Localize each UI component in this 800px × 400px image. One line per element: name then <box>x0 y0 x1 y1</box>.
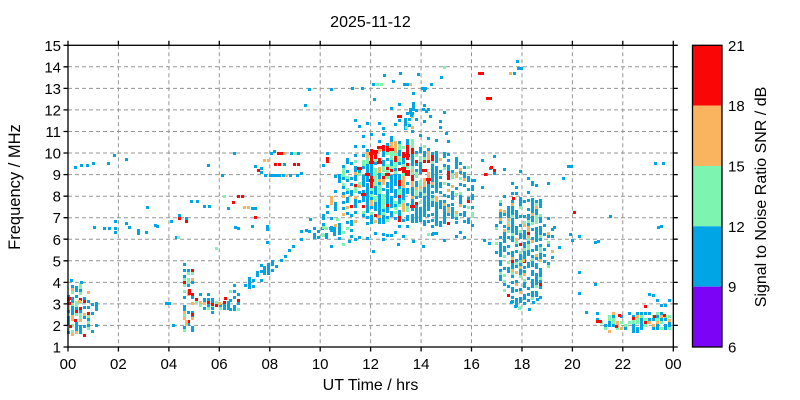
svg-text:20: 20 <box>564 356 581 373</box>
svg-text:6: 6 <box>53 232 61 249</box>
svg-text:00: 00 <box>60 356 77 373</box>
svg-text:06: 06 <box>211 356 228 373</box>
svg-text:6: 6 <box>728 340 736 357</box>
svg-text:15: 15 <box>728 159 745 176</box>
svg-text:10: 10 <box>44 146 61 163</box>
svg-text:8: 8 <box>53 189 61 206</box>
svg-text:15: 15 <box>44 38 61 55</box>
svg-text:2: 2 <box>53 318 61 335</box>
svg-text:2025-11-12: 2025-11-12 <box>330 14 411 31</box>
svg-text:22: 22 <box>614 356 631 373</box>
svg-text:14: 14 <box>413 356 430 373</box>
svg-text:UT Time / hrs: UT Time / hrs <box>323 377 419 394</box>
svg-text:Frequency / MHz: Frequency / MHz <box>6 124 24 250</box>
svg-text:08: 08 <box>261 356 278 373</box>
svg-text:4: 4 <box>53 275 61 292</box>
svg-text:9: 9 <box>53 167 61 184</box>
svg-text:18: 18 <box>514 356 531 373</box>
svg-text:00: 00 <box>665 356 682 373</box>
svg-text:9: 9 <box>728 279 736 296</box>
svg-text:14: 14 <box>44 59 61 76</box>
svg-text:12: 12 <box>362 356 379 373</box>
svg-text:02: 02 <box>110 356 127 373</box>
svg-text:3: 3 <box>53 296 61 313</box>
svg-text:04: 04 <box>161 356 178 373</box>
svg-text:18: 18 <box>728 98 745 115</box>
svg-text:12: 12 <box>728 219 745 236</box>
svg-text:12: 12 <box>44 102 61 119</box>
svg-text:16: 16 <box>463 356 480 373</box>
svg-text:Signal to Noise Ratio SNR / dB: Signal to Noise Ratio SNR / dB <box>753 87 770 308</box>
svg-text:11: 11 <box>45 124 61 141</box>
svg-text:10: 10 <box>312 356 329 373</box>
svg-text:5: 5 <box>53 253 61 270</box>
svg-text:13: 13 <box>44 81 61 98</box>
svg-text:1: 1 <box>53 340 61 357</box>
svg-text:7: 7 <box>53 210 61 227</box>
svg-text:21: 21 <box>728 38 745 55</box>
